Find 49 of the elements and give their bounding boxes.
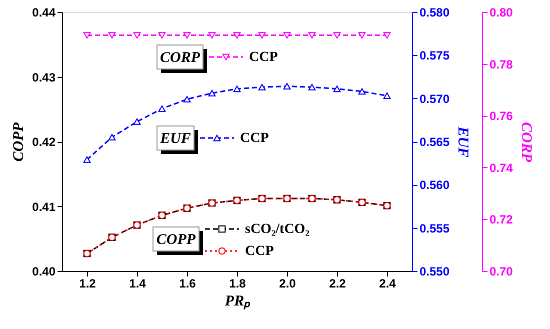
annotation: COPP	[156, 232, 196, 248]
point	[133, 118, 141, 125]
legend-label: CCP	[240, 131, 270, 146]
point	[108, 134, 116, 140]
x-tick-label: 2.2	[329, 276, 346, 290]
y2-tick-label: 0.560	[420, 178, 450, 192]
y3-tick-label: 0.78	[490, 57, 514, 72]
y-tick-label: 0.44	[32, 6, 56, 20]
y2-tick-label: 0.570	[420, 92, 450, 106]
point	[158, 105, 166, 112]
annotation: EUF	[159, 131, 191, 147]
point	[308, 84, 316, 90]
y2-axis-title: EUF	[454, 126, 471, 158]
y3-tick-label: 0.76	[490, 109, 514, 124]
point	[283, 83, 291, 90]
x-axis-title: PRₚ	[224, 294, 252, 310]
point	[233, 86, 241, 92]
y3-tick-label: 0.80	[490, 6, 514, 20]
y2-tick-label: 0.575	[420, 48, 450, 63]
legend-label: CCP	[245, 244, 274, 259]
point	[383, 92, 391, 99]
y-axis-title: COPP	[11, 122, 28, 162]
x-tick-label: 1.6	[179, 276, 196, 290]
y3-axis-title: CORP	[518, 122, 534, 163]
y3-tick-label: 0.72	[490, 212, 514, 227]
x-tick-label: 1.2	[79, 276, 96, 290]
y2-tick-label: 0.565	[420, 135, 450, 149]
x-tick-label: 2.4	[379, 276, 396, 290]
point	[83, 156, 91, 163]
legend-label: CCP	[249, 50, 278, 65]
y3-tick-label: 0.70	[490, 264, 514, 278]
x-tick-label: 2.0	[279, 276, 296, 290]
y-tick-label: 0.41	[32, 200, 56, 214]
y2-tick-label: 0.550	[420, 264, 450, 278]
y2-tick-label: 0.580	[420, 6, 450, 20]
y3-tick-label: 0.74	[490, 160, 514, 175]
y-tick-label: 0.42	[32, 135, 56, 149]
y-tick-label: 0.40	[32, 264, 56, 278]
y-tick-label: 0.43	[32, 70, 56, 84]
legend-label: sCO₂/tCO₂	[245, 222, 310, 237]
point	[258, 84, 266, 90]
point	[183, 96, 191, 102]
point	[358, 88, 366, 95]
x-tick-label: 1.4	[129, 276, 146, 290]
point	[208, 90, 216, 96]
point	[333, 86, 341, 92]
x-tick-label: 1.8	[229, 276, 246, 290]
annotation: CORP	[160, 50, 201, 66]
y2-tick-label: 0.555	[420, 221, 450, 236]
